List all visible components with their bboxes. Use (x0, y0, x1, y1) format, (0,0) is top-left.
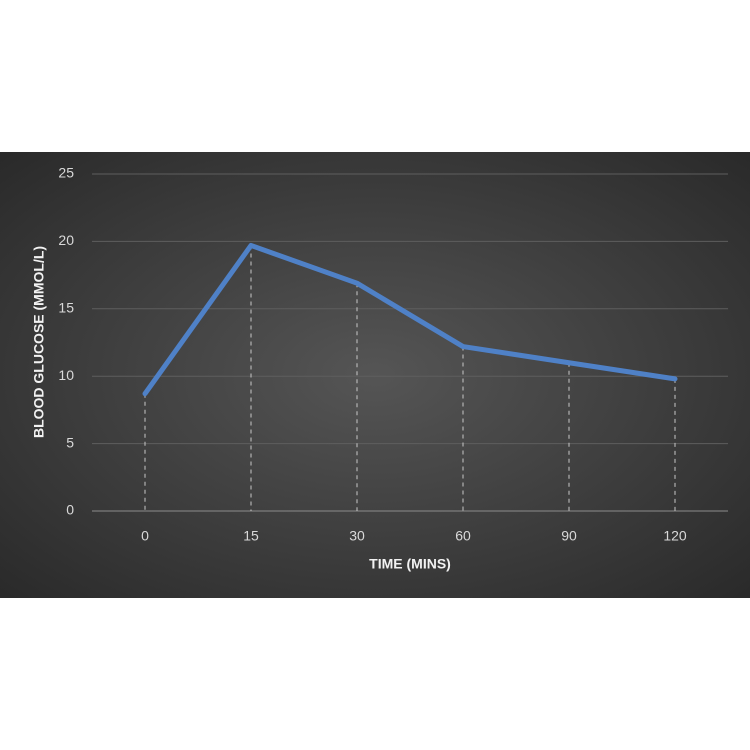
x-tick-label: 15 (243, 528, 259, 544)
x-tick-label: 90 (561, 528, 577, 544)
chart-panel (0, 152, 750, 598)
y-tick-label: 15 (58, 300, 74, 316)
x-tick-label: 60 (455, 528, 471, 544)
x-tick-label: 120 (663, 528, 687, 544)
y-tick-label: 20 (58, 232, 74, 248)
x-tick-label: 30 (349, 528, 365, 544)
x-axis-title: TIME (MINS) (369, 556, 451, 572)
x-tick-label: 0 (141, 528, 149, 544)
y-tick-label: 10 (58, 367, 74, 383)
y-tick-label: 25 (58, 165, 74, 181)
y-tick-label: 0 (66, 502, 74, 518)
y-axis-title: BLOOD GLUCOSE (MMOL/L) (31, 246, 47, 438)
y-tick-label: 5 (66, 434, 74, 450)
data-line (142, 242, 678, 397)
